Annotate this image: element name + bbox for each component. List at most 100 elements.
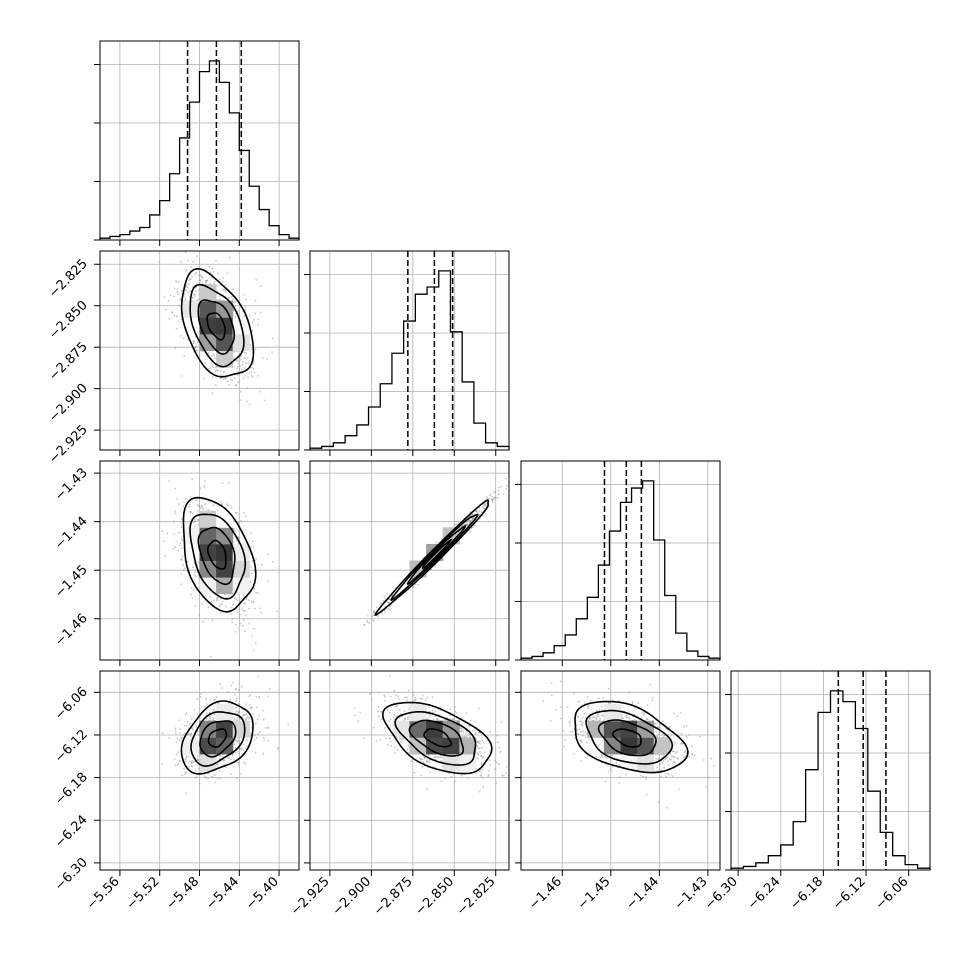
sample-point [255,558,258,560]
sample-point [254,751,257,754]
sample-point [236,611,239,614]
sample-point [251,376,254,378]
sample-point [241,715,244,718]
sample-point [426,788,429,791]
sample-point [161,732,164,734]
sample-point [478,770,481,773]
sample-point [231,621,234,624]
sample-point [460,774,463,777]
sample-point [237,761,240,764]
sample-point [497,763,500,766]
density-cell [182,527,200,545]
sample-point [191,478,194,481]
sample-point [221,503,223,506]
sample-point [189,511,192,514]
sample-point [195,271,198,274]
sample-point [498,486,501,489]
sample-point [237,710,240,713]
sample-point [263,739,265,741]
sample-point [258,696,260,698]
sample-point [243,512,246,514]
sample-point [231,298,234,301]
sample-point [249,706,251,709]
sample-point [208,719,210,722]
sample-point [506,765,508,768]
sample-point [201,603,203,605]
sample-point [190,765,193,768]
sample-point [168,737,171,739]
sample-point [222,378,225,380]
sample-point [491,496,494,498]
sample-point [239,359,242,361]
sample-point [257,374,259,377]
sample-point [246,357,249,359]
sample-point [180,547,183,550]
contour-line [423,728,453,748]
sample-point [476,768,478,770]
sample-point [194,571,197,574]
sample-point [465,521,468,523]
sample-point [478,707,481,710]
sample-point [436,755,439,758]
sample-point [497,741,499,744]
sample-point [496,734,499,737]
sample-point [253,607,256,610]
sample-point [178,719,181,722]
sample-point [426,718,429,720]
sample-point [175,315,178,318]
density-cell [216,560,234,578]
sample-point [207,772,210,775]
sample-point [211,267,214,270]
sample-point [177,751,180,753]
sample-point [245,703,248,705]
sample-point [181,555,184,557]
sample-point [228,698,231,701]
sample-point [459,727,462,730]
sample-point [685,752,688,755]
sample-point [431,696,434,699]
sample-point [192,260,195,263]
sample-point [212,270,215,273]
sample-point [234,312,237,315]
sample-point [414,696,417,699]
sample-point [439,756,442,759]
sample-point [656,769,659,772]
sample-point [230,506,233,509]
sample-point [190,717,193,720]
sample-point [458,719,460,721]
sample-point [377,710,379,713]
sample-point [178,320,181,323]
sample-point [680,732,683,735]
sample-point [233,377,236,379]
sample-point [187,283,190,285]
sample-point [370,698,373,701]
sample-point [392,716,395,719]
sample-point [255,642,257,645]
sample-point [244,614,247,617]
sample-point [248,403,251,406]
sample-point [185,755,188,758]
sample-point [188,732,190,735]
density-cell [216,577,234,595]
sample-point [481,737,484,739]
sample-point [271,337,274,340]
sample-point [386,601,389,603]
sample-point [271,560,274,563]
sample-point [174,764,177,767]
sample-point [195,255,198,258]
sample-point [235,539,238,542]
sample-point [464,732,467,735]
sample-point [264,727,267,729]
sample-point [705,785,708,788]
sample-point [469,719,472,722]
sample-point [489,731,492,733]
sample-point [199,782,201,785]
sample-point [144,245,146,247]
sample-point [208,711,211,714]
sample-point [179,542,182,545]
sample-point [186,734,189,736]
sample-point [262,752,265,755]
sample-point [239,399,242,402]
sample-point [204,503,207,506]
sample-point [242,377,245,380]
